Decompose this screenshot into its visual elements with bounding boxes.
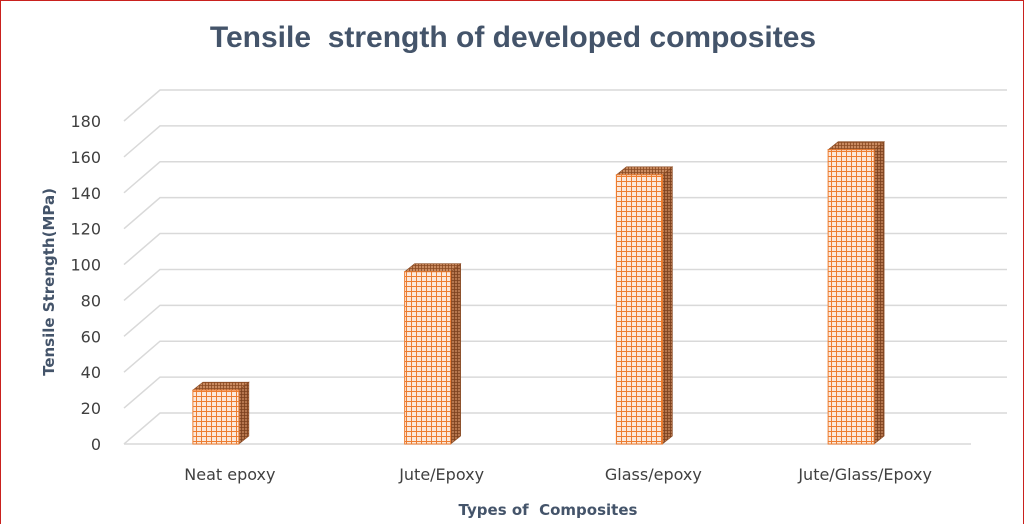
chart-title: Tensile strength of developed composites	[210, 21, 816, 54]
bar-top	[403, 263, 462, 273]
y-tick-label: 120	[70, 220, 101, 239]
gridlines	[123, 89, 1007, 445]
bar-front	[404, 271, 452, 445]
x-axis-categories: Neat epoxy Jute/Epoxy Glass/epoxy Jute/Glas…	[184, 465, 932, 484]
bar	[615, 166, 674, 445]
y-tick-label: 80	[81, 291, 101, 310]
y-axis-ticks: 0 20 40 60 80 100 120 140 160 180	[70, 112, 101, 454]
gridline	[123, 304, 1007, 337]
gridline	[123, 232, 1007, 266]
y-tick-label: 40	[81, 363, 101, 382]
bar	[403, 263, 462, 445]
x-category-label: Jute/Glass/Epoxy	[797, 465, 932, 484]
bar-side	[238, 381, 250, 445]
bar-side	[450, 263, 461, 445]
bars	[192, 141, 885, 445]
y-tick-label: 60	[81, 327, 101, 346]
y-tick-label: 0	[91, 435, 101, 454]
bar	[827, 141, 885, 445]
bar-top	[827, 141, 885, 151]
y-tick-label: 140	[70, 184, 101, 203]
bar-front	[827, 149, 875, 445]
y-tick-label: 180	[70, 112, 101, 131]
bar-side	[873, 141, 885, 445]
gridline	[123, 89, 1007, 122]
bar-front	[192, 389, 240, 445]
gridline	[123, 376, 1007, 409]
gridline	[123, 125, 1007, 158]
x-axis-title: Types of Composites	[459, 501, 638, 519]
x-category-label: Jute/Epoxy	[398, 465, 484, 484]
x-category-label: Neat epoxy	[184, 465, 275, 484]
gridline	[123, 196, 1007, 230]
bar-side	[662, 166, 673, 445]
gridline	[123, 340, 1007, 373]
y-tick-label: 20	[81, 399, 101, 418]
y-tick-label: 100	[70, 256, 101, 275]
bar-top	[192, 381, 250, 391]
bar	[192, 381, 250, 445]
y-tick-label: 160	[70, 148, 101, 167]
bar-top	[615, 166, 674, 176]
gridline	[123, 412, 1007, 445]
x-category-label: Glass/epoxy	[605, 465, 702, 484]
gridline	[123, 161, 1007, 194]
bar-front	[615, 174, 663, 445]
y-axis-title: Tensile Strength(MPa)	[40, 188, 58, 376]
gridline	[123, 268, 1007, 302]
